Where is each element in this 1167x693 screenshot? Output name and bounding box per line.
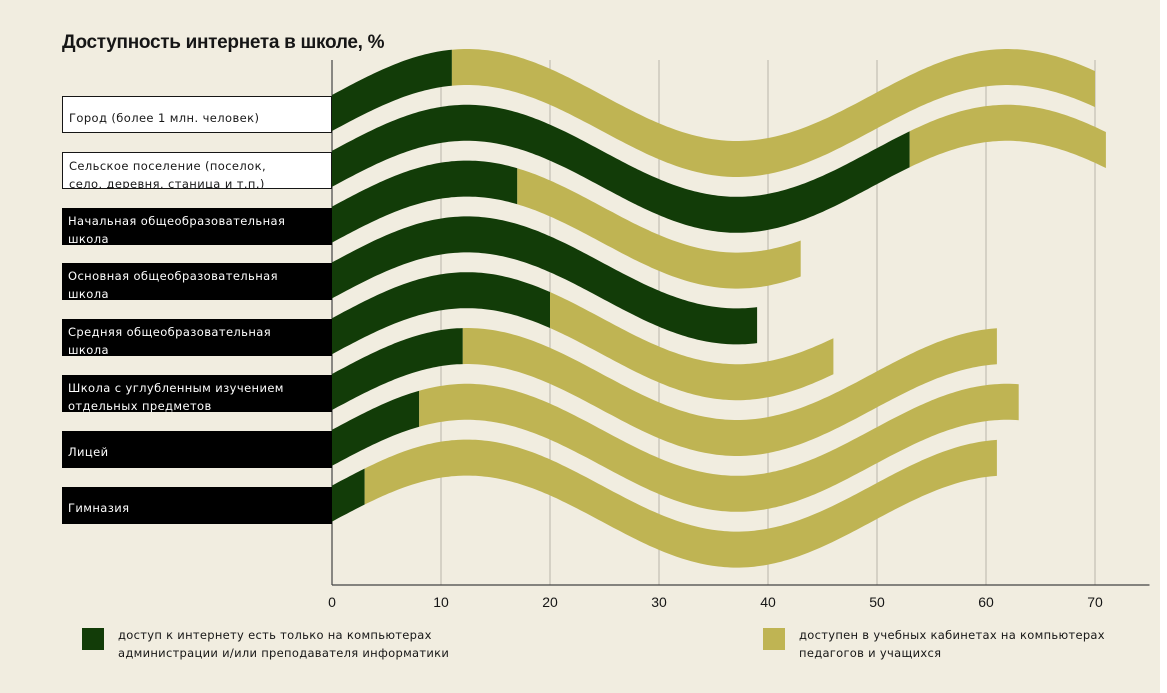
category-label-line: Начальная общеобразовательная [68,213,286,228]
bar-segment-classrooms [451,49,1095,177]
legend-item-classrooms: доступен в учебных кабинетах на компьюте… [763,626,1105,662]
bar-segment-classrooms [462,328,997,456]
category-label-line: школа [68,231,109,245]
category-label-line: Средняя общеобразовательная [68,325,272,340]
bar-segment-admin-only [332,272,550,355]
legend-swatch-olive [763,628,785,650]
legend-line: доступен в учебных кабинетах на компьюте… [799,628,1105,642]
legend-line: доступ к интернету есть только на компью… [118,628,432,642]
category-label: Сельское поселение (поселок, село, деревн… [62,151,332,189]
category-label: Основная общеобразовательная школа [62,263,332,301]
bar-segment-classrooms [517,168,801,289]
legend-item-admin-only: доступ к интернету есть только на компью… [82,626,449,662]
category-label-line: Сельское поселение (поселок, [69,158,266,173]
bar-segment-admin-only [332,160,518,243]
bar-segment-admin-only [332,468,365,522]
category-label-line: Гимназия [68,500,130,515]
category-label: Средняя общеобразовательная школа [62,319,332,357]
category-label-line: Город (более 1 млн. человек) [69,111,260,125]
bar-segment-classrooms [364,439,997,568]
bar-segment-classrooms [909,104,1106,168]
category-label-line: село, деревня, станица и т.п.) [69,176,265,189]
bar-segment-admin-only [332,49,452,132]
legend-line: администрации и/или преподавателя информ… [118,646,450,660]
category-label: Город (более 1 млн. человек) [62,96,332,133]
x-tick-label: 0 [328,594,336,610]
category-label: Лицей [62,430,332,468]
x-tick-label: 10 [433,594,449,610]
x-tick-label: 50 [869,594,885,610]
x-tick-label: 20 [542,594,558,610]
legend-line: педагогов и учащихся [799,646,942,660]
category-label-line: Школа с углубленным изучением [68,381,284,395]
bar-segment-classrooms [550,292,834,401]
legend-swatch-dark-green [82,628,104,650]
chart-title: Доступность интернета в школе, % [62,32,385,53]
category-label: Школа с углубленным изучением отдельных п… [62,375,332,412]
bar-segment-admin-only [332,328,463,410]
x-tick-label: 70 [1087,594,1103,610]
bar-segment-admin-only [332,390,420,466]
x-tick-label: 40 [760,594,776,610]
bar-segment-classrooms [419,383,1019,512]
category-label: Гимназия [62,486,332,524]
category-label: Начальная общеобразовательная школа [62,207,332,245]
category-label-line: Основная общеобразовательная [68,269,278,284]
legend-text-classrooms: доступен в учебных кабинетах на компьюте… [799,626,1105,662]
x-tick-label: 30 [651,594,667,610]
x-tick-label: 60 [978,594,994,610]
legend-text-admin-only: доступ к интернету есть только на компью… [118,626,449,662]
bar-segment-admin-only [332,216,758,345]
category-label-line: школа [68,287,109,301]
category-label-line: Лицей [68,444,109,459]
bar-segment-admin-only [332,104,910,233]
category-label-line: отдельных предметов [68,399,212,412]
category-label-line: школа [68,343,109,357]
